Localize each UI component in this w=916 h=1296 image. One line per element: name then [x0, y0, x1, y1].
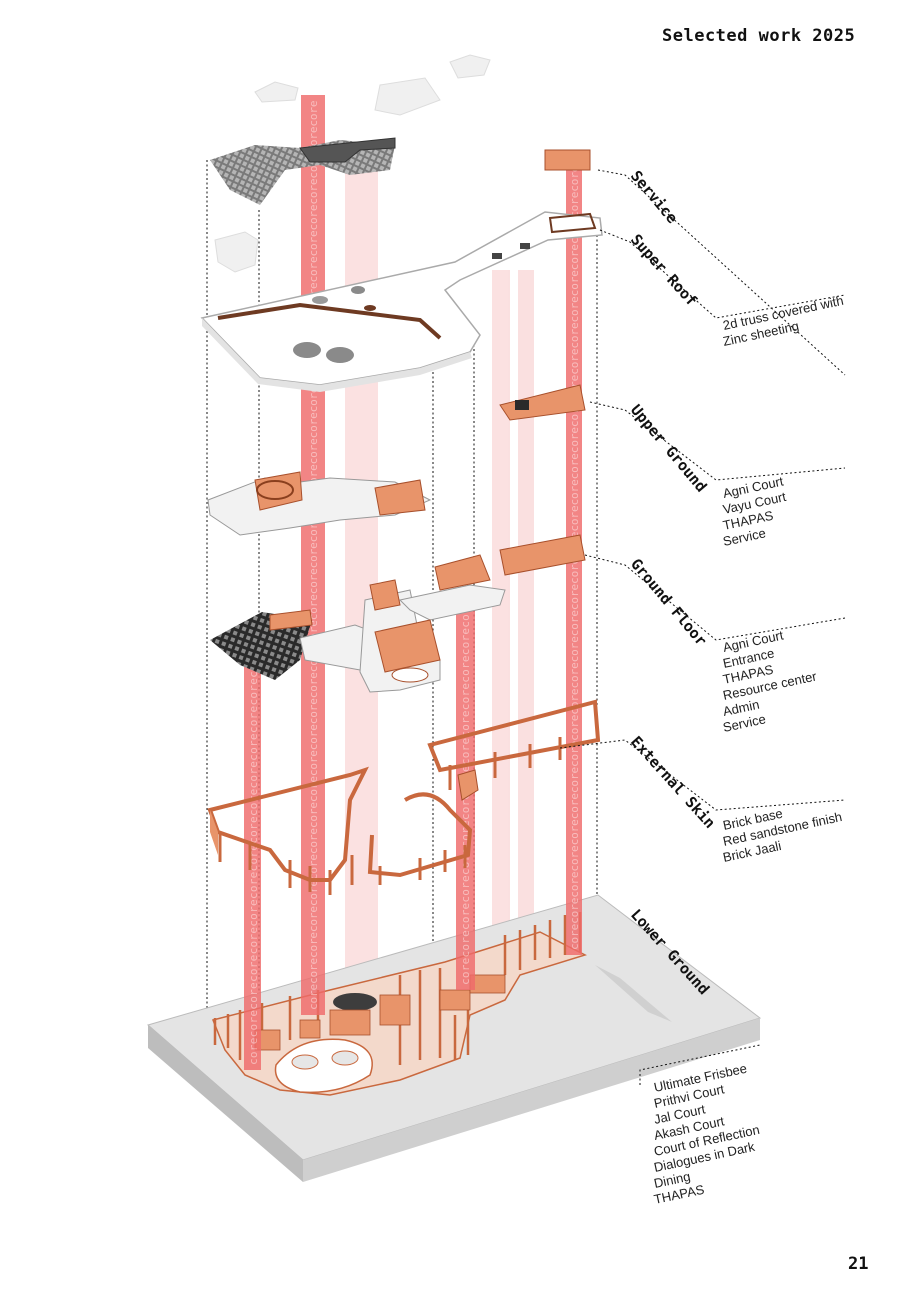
layer-description-item: Admin	[722, 697, 761, 719]
upper-ground-level	[207, 384, 586, 536]
core-column-1	[301, 95, 325, 1015]
super-roof-level	[200, 211, 603, 392]
page-header-title: Selected work 2025	[662, 26, 856, 46]
leader-lines	[559, 169, 846, 1085]
layer-title: Service	[627, 167, 681, 227]
layer-title: Upper Ground	[627, 401, 710, 496]
service-level	[210, 54, 591, 273]
lower-ground-level	[211, 912, 587, 1096]
layer-title: External Skin	[627, 733, 719, 832]
core-watermark-text: corecorecorecorecorecorecorecorecorecore…	[247, 650, 260, 1065]
layer-title: Ground Floor	[627, 555, 710, 650]
core-column-2	[244, 645, 261, 1070]
ground-floor-level	[210, 534, 586, 693]
external-skin-level	[207, 699, 601, 895]
layer-description-item: Dining	[653, 1169, 692, 1191]
page-number: 21	[848, 1254, 869, 1274]
layer-title: Super Roof	[627, 231, 701, 310]
